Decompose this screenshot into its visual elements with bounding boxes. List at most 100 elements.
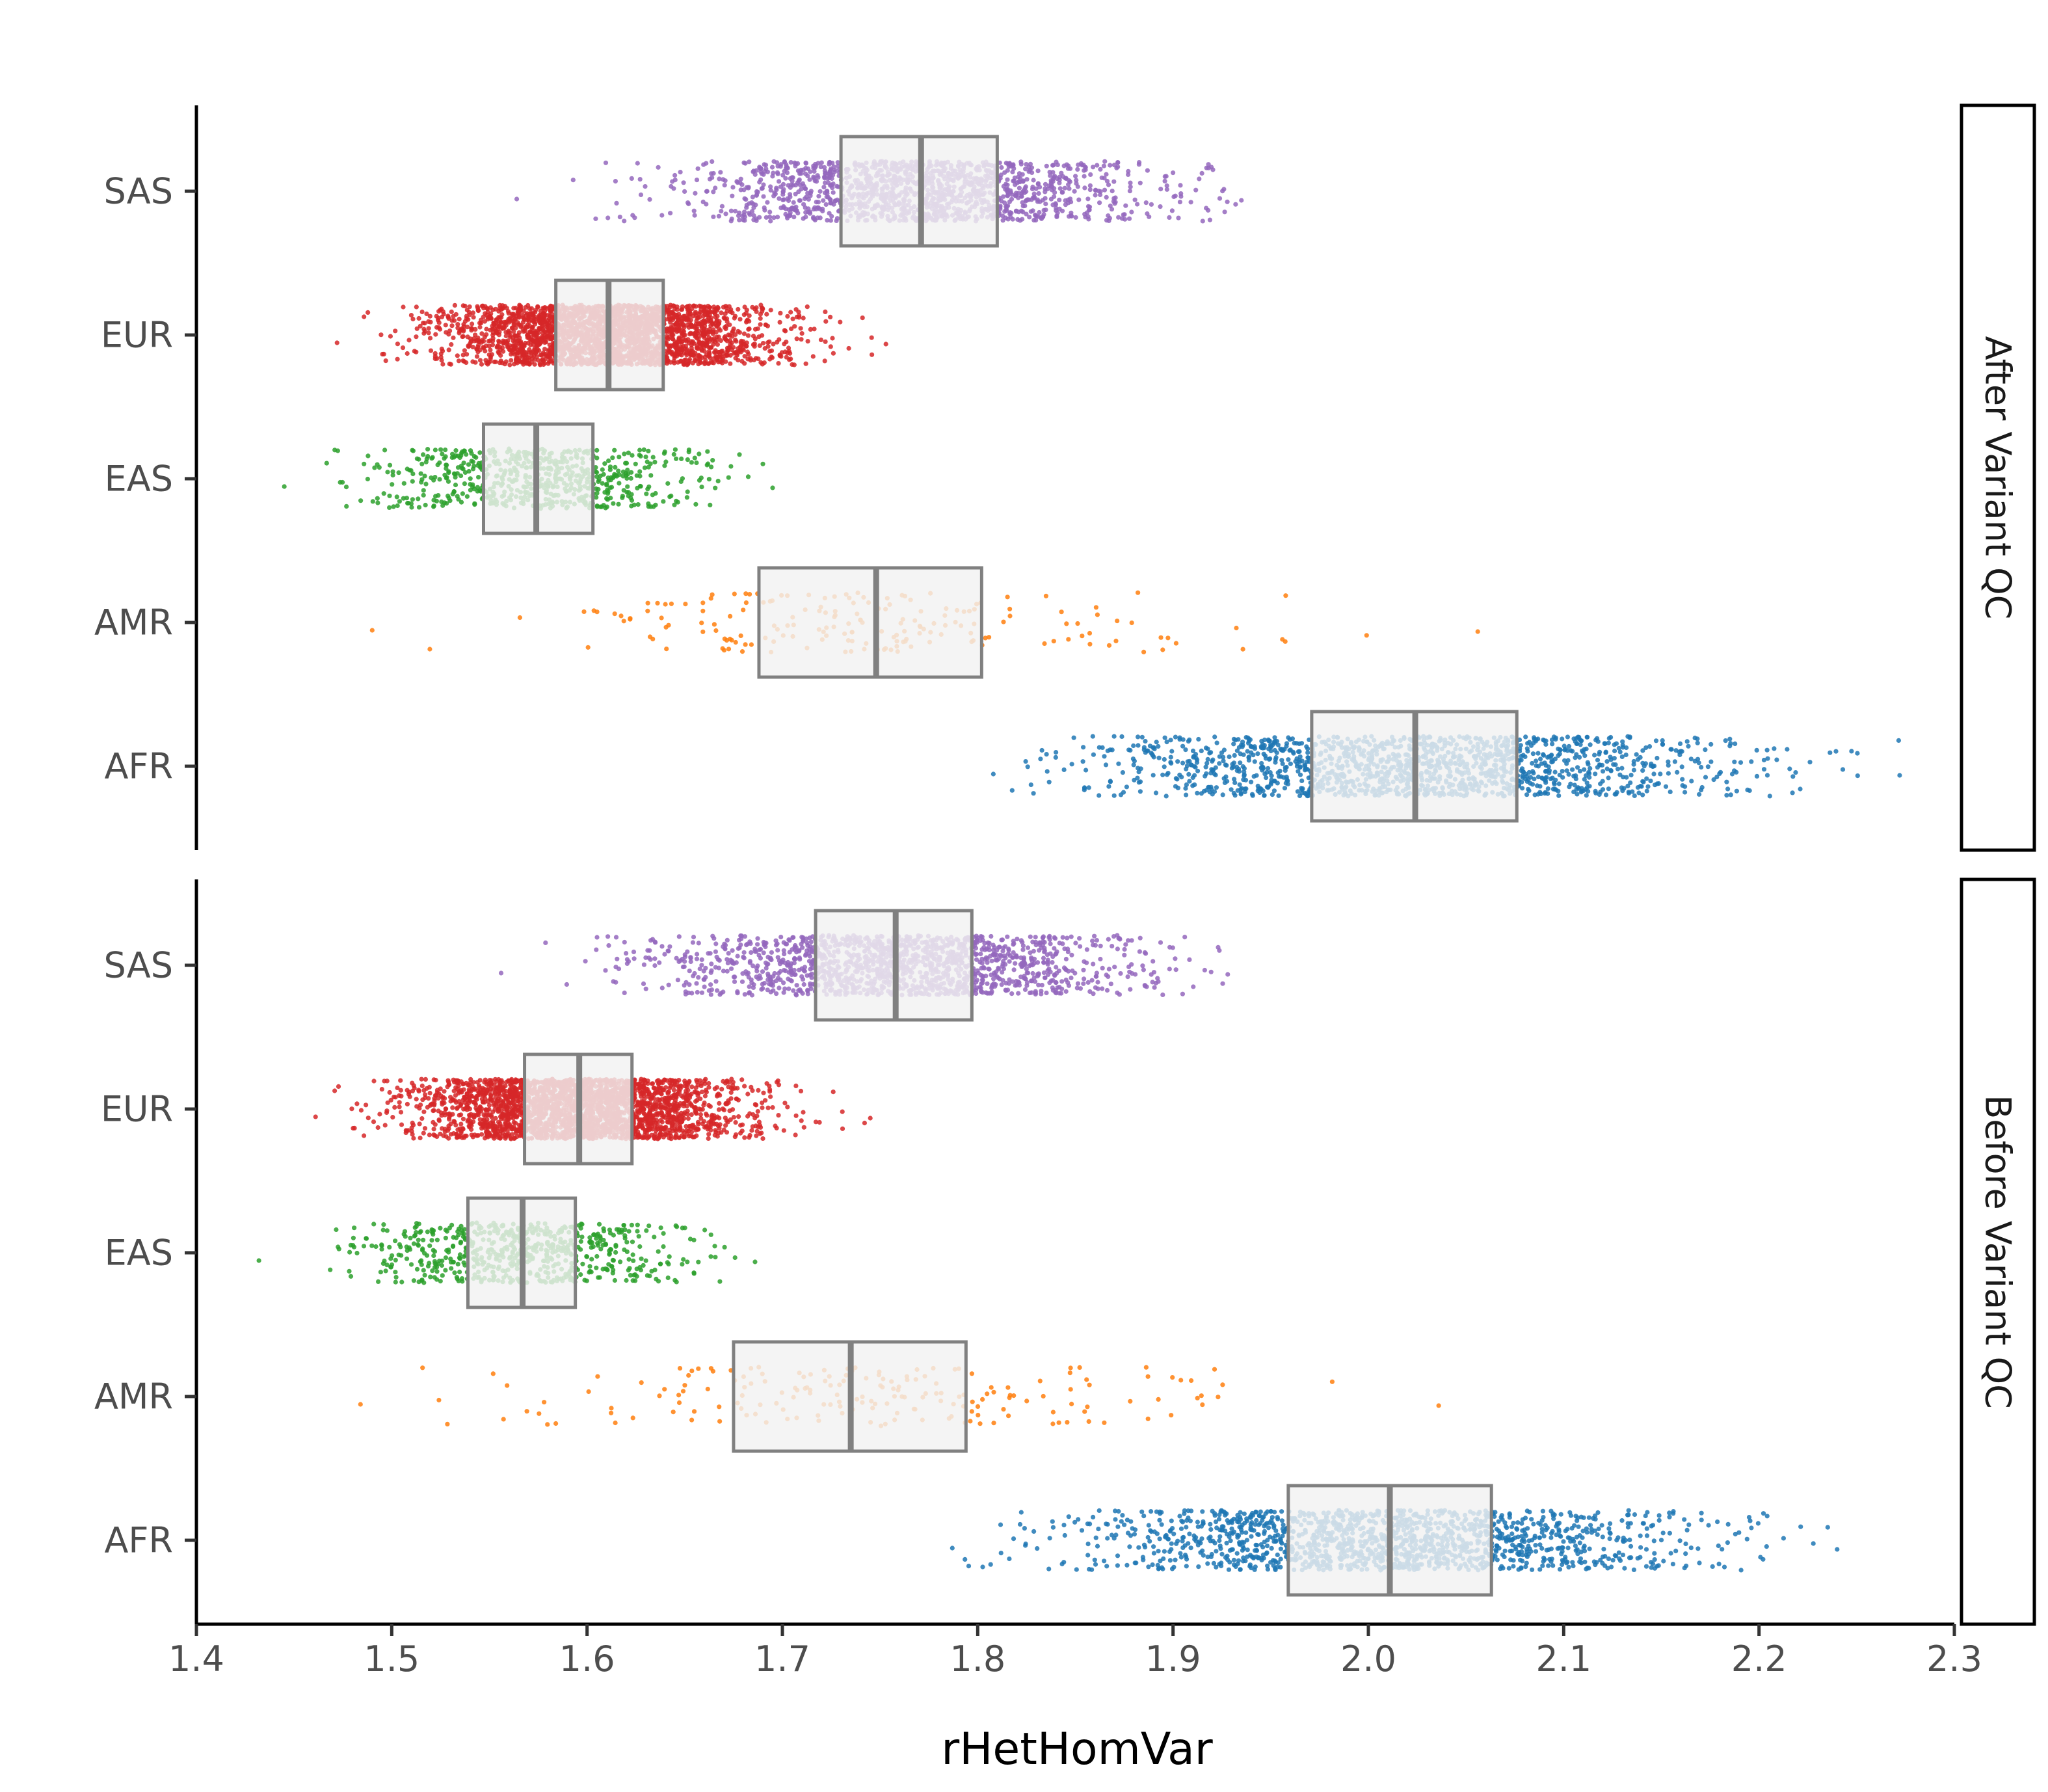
data-point xyxy=(1055,162,1060,167)
data-point xyxy=(745,474,751,479)
data-point xyxy=(1037,199,1043,204)
data-point xyxy=(765,200,770,205)
data-point xyxy=(680,307,685,312)
data-point xyxy=(824,194,829,200)
data-point xyxy=(778,164,783,169)
data-point xyxy=(535,341,540,347)
data-point xyxy=(429,456,434,461)
data-point xyxy=(758,177,764,182)
data-point xyxy=(476,308,481,314)
data-point xyxy=(424,311,429,317)
data-point xyxy=(635,502,641,507)
data-point xyxy=(1001,619,1006,624)
data-point xyxy=(1008,188,1013,193)
data-point xyxy=(788,310,793,315)
data-point xyxy=(1206,162,1211,167)
data-point xyxy=(596,477,602,483)
data-point xyxy=(1111,196,1117,201)
data-point xyxy=(682,189,687,194)
data-point xyxy=(1020,204,1026,209)
data-point xyxy=(507,362,512,368)
data-point xyxy=(747,313,752,318)
data-point xyxy=(695,346,700,351)
data-point xyxy=(769,165,775,170)
data-point xyxy=(1112,201,1117,206)
data-point xyxy=(1048,178,1054,183)
data-point xyxy=(495,344,500,349)
data-point xyxy=(760,461,765,466)
data-point xyxy=(1171,194,1177,200)
data-point xyxy=(596,487,601,492)
data-point xyxy=(751,342,756,347)
data-point xyxy=(1007,613,1013,619)
data-point xyxy=(1167,215,1172,220)
data-point xyxy=(1031,217,1037,223)
data-point xyxy=(755,189,760,194)
data-point xyxy=(662,463,667,468)
data-point xyxy=(1037,209,1042,215)
data-point xyxy=(488,347,493,353)
data-point xyxy=(777,319,782,325)
data-point xyxy=(787,192,793,197)
data-point xyxy=(1158,204,1163,209)
data-point xyxy=(487,314,492,319)
data-point xyxy=(801,315,806,321)
data-point xyxy=(383,358,388,364)
data-point xyxy=(803,361,808,366)
data-point xyxy=(733,209,738,214)
data-point xyxy=(737,217,742,222)
data-point xyxy=(375,496,380,501)
y-tick-label: EAS xyxy=(105,459,173,500)
data-point xyxy=(735,351,740,356)
data-point xyxy=(1137,180,1143,185)
data-point xyxy=(775,170,780,175)
data-point xyxy=(1036,191,1041,196)
data-point xyxy=(1048,173,1053,178)
data-point xyxy=(1087,641,1093,647)
data-point xyxy=(614,200,619,206)
data-point xyxy=(514,356,519,362)
data-point xyxy=(1005,193,1010,198)
data-point xyxy=(1023,184,1028,189)
data-point xyxy=(437,460,442,465)
data-point xyxy=(708,345,713,350)
data-point xyxy=(743,642,748,647)
data-point xyxy=(538,353,543,358)
data-point xyxy=(594,504,600,509)
data-point xyxy=(822,358,827,364)
data-point xyxy=(1233,202,1238,207)
data-point xyxy=(468,340,473,346)
data-point xyxy=(691,208,697,213)
data-point xyxy=(439,358,444,363)
data-point xyxy=(477,450,483,455)
data-point xyxy=(672,447,678,452)
data-point xyxy=(681,180,686,185)
data-point xyxy=(365,476,371,482)
data-point xyxy=(722,636,727,641)
data-point xyxy=(542,315,547,320)
data-point xyxy=(823,309,828,314)
data-point xyxy=(1057,197,1062,202)
data-point xyxy=(710,159,715,164)
data-point xyxy=(421,452,426,457)
data-point xyxy=(379,332,384,338)
data-point xyxy=(421,492,426,498)
data-point xyxy=(1026,197,1031,202)
data-point xyxy=(704,341,709,347)
data-point xyxy=(757,165,762,170)
data-point xyxy=(1234,625,1239,631)
data-point xyxy=(661,451,667,456)
data-point xyxy=(625,472,631,477)
data-point xyxy=(740,213,745,219)
data-point xyxy=(823,202,829,207)
data-point xyxy=(475,335,481,340)
data-point xyxy=(449,342,454,347)
data-point xyxy=(520,351,525,356)
data-point xyxy=(1075,167,1080,172)
data-point xyxy=(543,338,548,343)
data-point xyxy=(708,596,713,601)
data-point xyxy=(362,314,367,319)
data-point xyxy=(601,472,606,477)
data-point xyxy=(477,325,483,330)
data-point xyxy=(1043,196,1048,201)
